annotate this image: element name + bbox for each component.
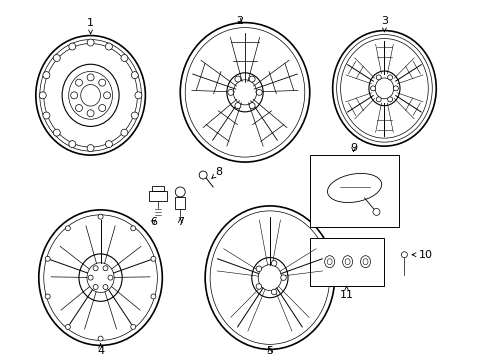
Ellipse shape [324, 256, 334, 268]
Ellipse shape [256, 266, 261, 271]
Ellipse shape [105, 43, 112, 50]
Ellipse shape [392, 86, 398, 91]
Ellipse shape [362, 259, 367, 265]
Ellipse shape [327, 174, 381, 203]
Ellipse shape [43, 112, 50, 119]
Ellipse shape [45, 256, 50, 261]
Ellipse shape [93, 284, 98, 289]
Ellipse shape [280, 275, 285, 280]
Ellipse shape [98, 214, 103, 219]
Ellipse shape [360, 256, 370, 268]
Ellipse shape [135, 92, 142, 99]
Ellipse shape [103, 284, 108, 289]
Text: 1: 1 [87, 18, 94, 34]
Text: 10: 10 [411, 250, 432, 260]
Ellipse shape [248, 103, 255, 109]
Ellipse shape [43, 72, 50, 78]
Ellipse shape [103, 266, 108, 271]
Ellipse shape [370, 86, 375, 91]
Ellipse shape [65, 226, 70, 231]
Text: 8: 8 [211, 167, 222, 179]
Ellipse shape [234, 103, 241, 109]
Text: 11: 11 [339, 287, 353, 300]
Ellipse shape [387, 75, 392, 80]
Ellipse shape [151, 256, 156, 261]
Ellipse shape [45, 294, 50, 299]
Ellipse shape [103, 92, 110, 99]
Ellipse shape [256, 89, 262, 95]
Ellipse shape [227, 89, 233, 95]
Ellipse shape [326, 259, 331, 265]
Ellipse shape [98, 336, 103, 341]
Ellipse shape [387, 97, 392, 102]
Ellipse shape [53, 129, 60, 136]
Ellipse shape [375, 75, 381, 80]
Ellipse shape [271, 289, 276, 295]
Ellipse shape [121, 129, 128, 136]
Bar [309, 238, 384, 285]
Ellipse shape [130, 226, 136, 231]
Ellipse shape [75, 79, 82, 86]
Bar [309, 155, 399, 227]
Text: 5: 5 [266, 346, 273, 356]
Ellipse shape [69, 43, 76, 50]
Text: 2: 2 [236, 15, 243, 26]
Ellipse shape [39, 92, 46, 99]
Ellipse shape [53, 54, 60, 62]
Ellipse shape [248, 76, 255, 82]
Ellipse shape [271, 261, 276, 266]
Ellipse shape [87, 74, 94, 81]
Text: 9: 9 [349, 143, 356, 153]
Ellipse shape [345, 259, 349, 265]
Ellipse shape [130, 324, 136, 329]
Ellipse shape [121, 54, 128, 62]
Text: 4: 4 [97, 343, 104, 356]
Bar [175, 197, 185, 209]
Bar [149, 191, 167, 201]
Ellipse shape [131, 112, 138, 119]
Ellipse shape [69, 141, 76, 148]
Ellipse shape [105, 141, 112, 148]
Ellipse shape [151, 294, 156, 299]
Text: 7: 7 [176, 217, 183, 227]
Bar [152, 186, 164, 191]
Ellipse shape [131, 72, 138, 78]
Ellipse shape [108, 275, 113, 280]
Text: 3: 3 [380, 15, 387, 32]
Ellipse shape [256, 284, 261, 289]
Ellipse shape [401, 252, 407, 258]
Ellipse shape [234, 76, 241, 82]
Ellipse shape [87, 145, 94, 152]
Ellipse shape [65, 324, 70, 329]
Ellipse shape [175, 187, 185, 197]
Text: 6: 6 [149, 217, 157, 227]
Ellipse shape [87, 110, 94, 117]
Ellipse shape [342, 256, 352, 268]
Ellipse shape [71, 92, 78, 99]
Ellipse shape [99, 104, 105, 112]
Ellipse shape [372, 208, 379, 215]
Ellipse shape [199, 171, 207, 179]
Ellipse shape [88, 275, 93, 280]
Ellipse shape [93, 266, 98, 271]
Ellipse shape [99, 79, 105, 86]
Ellipse shape [75, 104, 82, 112]
Ellipse shape [87, 39, 94, 46]
Ellipse shape [375, 97, 381, 102]
